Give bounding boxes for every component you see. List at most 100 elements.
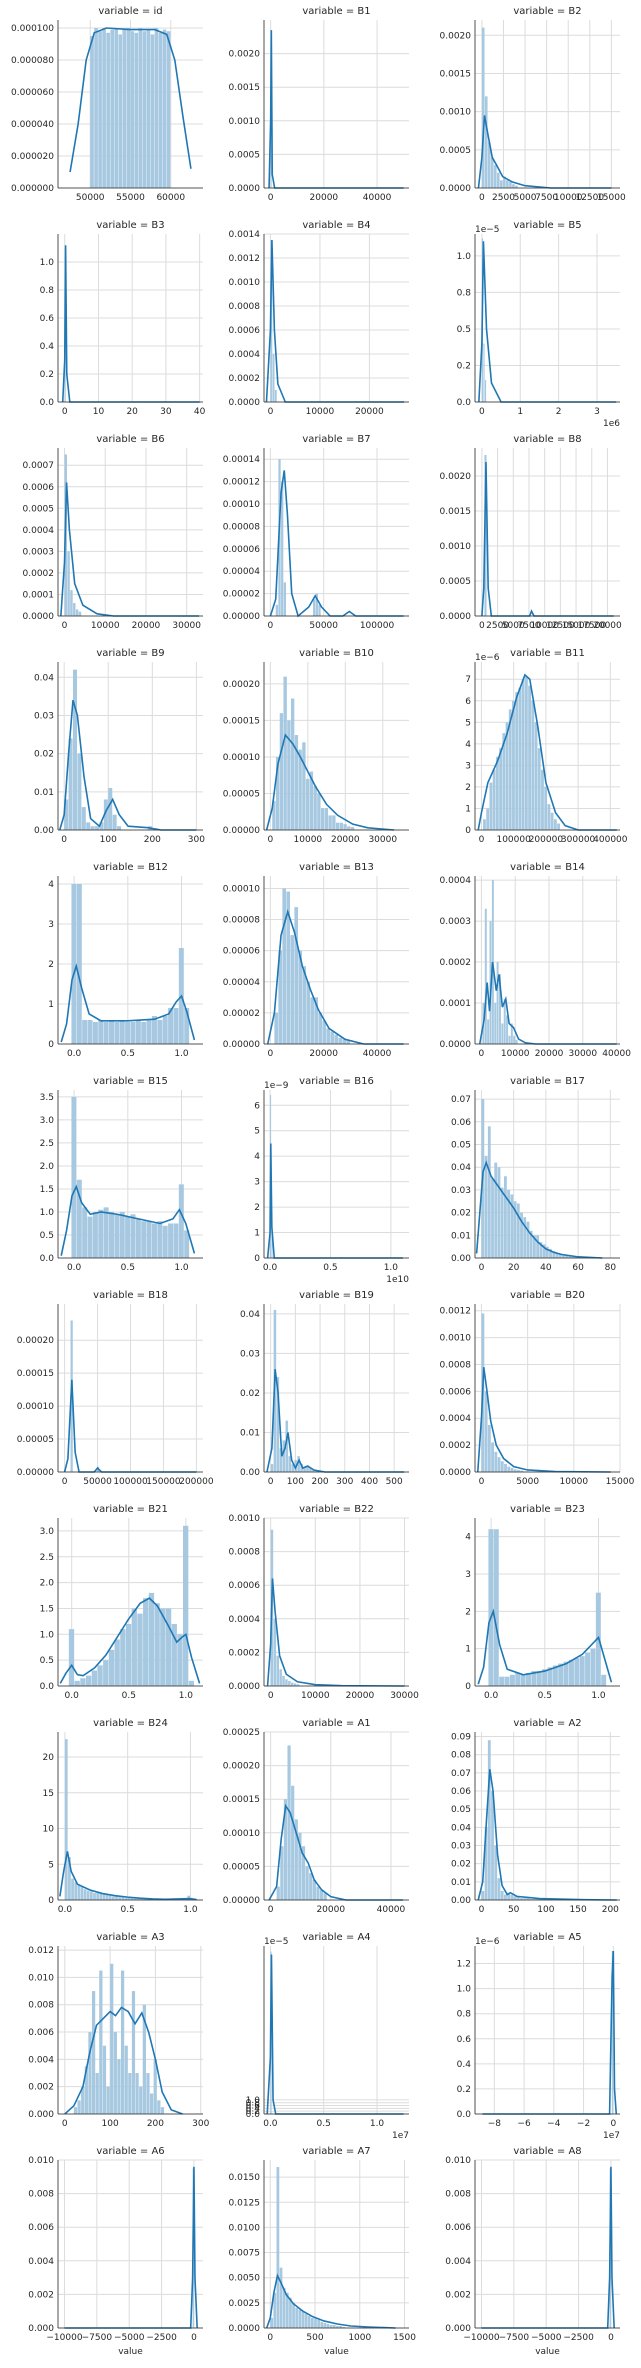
histogram-bar (507, 1892, 511, 1900)
histogram-bar (524, 677, 528, 830)
kde-line (269, 470, 404, 618)
histogram-bar (542, 1244, 546, 1258)
histogram-bar (93, 1892, 96, 1900)
y-tick-label: 0.00000 (223, 1040, 260, 1050)
x-tick-label: 0.0 (263, 1263, 278, 1273)
facet-title: variable = B15 (93, 1076, 168, 1087)
histogram-bar (316, 1886, 320, 1900)
histogram-bar (73, 603, 76, 616)
facet-panel-3: variable = B3 0.0 0.2 0.4 0.6 0.8 1.0 0 10 20 30 40 (40, 220, 206, 417)
y-tick-label: 0.0000 (440, 1468, 472, 1478)
y-offset-label: 1e−5 (264, 1937, 289, 1947)
x-tick-label: −5000 (114, 2333, 145, 2343)
histogram-bar (151, 1016, 157, 1044)
y-tick-label: 0.004 (28, 2257, 54, 2267)
x-tick-label: 5000 (516, 1477, 539, 1487)
histogram-bar (168, 1008, 174, 1044)
facet-panel-14: variable = B14 0.0000 0.0001 0.0002 0.0003 0.… (440, 862, 632, 1059)
y-tick-label: 0.00010 (223, 500, 260, 510)
x-tick-label: 300 (192, 2119, 209, 2129)
facet-title: variable = B1 (302, 6, 370, 17)
y-tick-label: 0.5 (40, 1231, 54, 1241)
histogram-bar (171, 1623, 177, 1686)
histogram-bar (526, 1221, 530, 1258)
histogram-bar (332, 2324, 336, 2328)
histogram-bar (531, 1671, 537, 1686)
x-tick-label: 40000 (377, 1905, 406, 1915)
histogram-bar (336, 2325, 339, 2328)
histogram-bar (173, 1223, 179, 1258)
x-tick-label: 400000 (593, 835, 628, 845)
y-tick-label: 0.0010 (440, 108, 472, 118)
histogram-bar (481, 27, 485, 188)
y-tick-label: 7 (465, 675, 471, 685)
y-tick-label: 4 (465, 740, 471, 750)
y-tick-label: 0.0010 (440, 542, 472, 552)
histogram-bar (291, 1464, 294, 1472)
x-tick-label: 0.5 (121, 1905, 135, 1915)
y-tick-label: 0.6 (246, 2102, 261, 2112)
histogram-bar (99, 822, 104, 830)
histogram-bar (88, 2032, 92, 2114)
histogram-bar (273, 1618, 277, 1686)
histogram-bar (285, 1679, 288, 1686)
histogram-bar (74, 1680, 80, 1686)
x-tick-label: −10000 (463, 2333, 499, 2343)
y-tick-label: 1.5 (40, 1185, 54, 1195)
histogram-bar (296, 1684, 300, 1686)
histogram-bar (279, 713, 284, 830)
y-tick-label: 0.0000 (229, 1682, 261, 1692)
kde-line (266, 909, 404, 1045)
histogram-bar (528, 685, 531, 830)
histogram-bar (523, 1898, 527, 1900)
y-tick-label: 0.010 (28, 1973, 54, 1983)
y-tick-label: 0.0001 (23, 590, 55, 600)
histogram-bar (500, 1890, 504, 1900)
histogram-bar (122, 29, 127, 188)
kde-line (59, 1851, 197, 1901)
histogram-bar (502, 733, 506, 830)
facet-title: variable = A4 (302, 1932, 370, 1943)
histogram-bar (103, 1022, 109, 1044)
y-tick-label: 1.5 (40, 1604, 54, 1614)
x-tick-label: 300 (188, 835, 205, 845)
histogram-bar (497, 172, 500, 188)
x-tick-label: 0 (608, 2333, 614, 2343)
y-tick-label: 20 (43, 1753, 55, 1763)
histogram-bar (285, 1420, 289, 1472)
kde-line (477, 1608, 613, 1685)
facet-panel-15: variable = B15 0.0 0.5 1.0 1.5 2.0 2.5 3.0 3.5 0.… (40, 1076, 203, 1273)
histogram-bar (184, 1008, 190, 1044)
y-tick-label: 0.2 (246, 2107, 260, 2117)
x-tick-label: 0 (268, 1691, 274, 1701)
histogram-bar (330, 1031, 334, 1044)
kde-line (475, 1160, 603, 1259)
histogram-bar (507, 1466, 511, 1472)
y-tick-label: 0.00000 (223, 1896, 260, 1906)
kde-line (266, 1369, 405, 1473)
y-tick-label: 0.0002 (440, 958, 472, 968)
x-tick-label: 50000 (76, 193, 105, 203)
histogram-bar (310, 2317, 314, 2328)
histogram-bar (70, 590, 73, 616)
x-tick-label: 20000 (593, 621, 622, 631)
y-tick-label: 0.00014 (223, 455, 260, 465)
histogram-bar (92, 1211, 98, 1258)
histogram-bar (86, 1890, 90, 1900)
x-tick-label: 40 (194, 407, 206, 417)
x-tick-label: 50000 (83, 1477, 112, 1487)
histogram-bar (130, 1214, 136, 1258)
x-tick-label: 0 (62, 621, 68, 631)
histogram-bar (314, 997, 318, 1044)
y-tick-label: 0.006 (445, 2223, 471, 2233)
histogram-bar (537, 748, 541, 830)
histogram-bar (300, 1464, 303, 1472)
x-tick-label: 30000 (172, 621, 201, 631)
x-tick-label: 60 (572, 1263, 584, 1273)
kde-line (476, 1367, 611, 1473)
x-tick-label: 100 (102, 2119, 119, 2129)
histogram-bar (558, 1663, 564, 1686)
x-axis-label: value (535, 2347, 560, 2357)
histogram-bar (72, 669, 77, 830)
histogram-bar (508, 1035, 511, 1044)
